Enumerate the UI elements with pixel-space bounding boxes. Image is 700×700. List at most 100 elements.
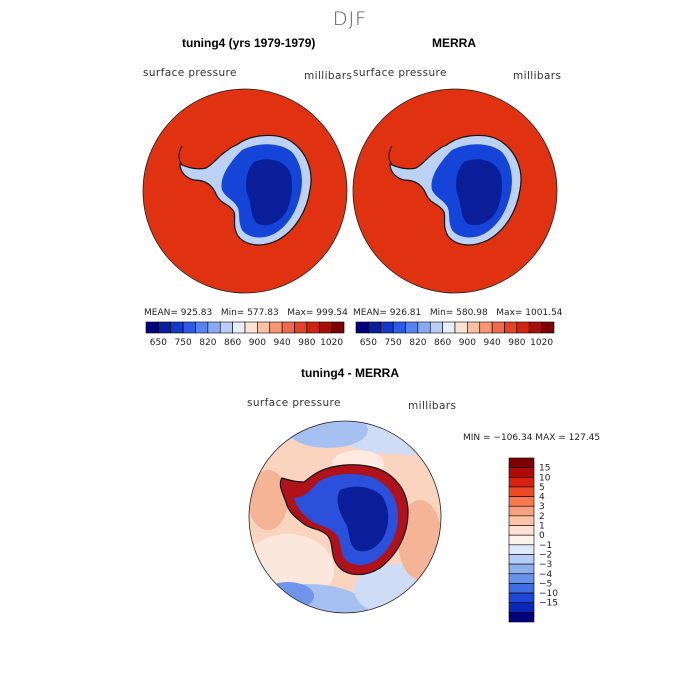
left-colorbar-swatch [306, 321, 320, 334]
left-colorbar-swatch [269, 321, 283, 334]
left-colorbar-tick-label: 820 [199, 338, 216, 348]
right-colorbar-tick-label: 860 [434, 338, 451, 348]
left-colorbar-swatch [158, 321, 172, 334]
left-panel-title: tuning4 (yrs 1979-1979) [182, 36, 316, 50]
diff-colorbar-swatch [508, 592, 535, 604]
right-colorbar-swatch [479, 321, 493, 334]
diff-panel-title: tuning4 - MERRA [301, 366, 399, 380]
diff-colorbar-tick-label: −1 [539, 541, 552, 551]
right-field-label: surface pressure [353, 67, 447, 79]
diff-colorbar-tick-label: −15 [539, 599, 558, 609]
left-colorbar-tick-label: 980 [298, 338, 315, 348]
diff-colorbar-swatch [508, 476, 535, 488]
right-colorbar-swatch [392, 321, 406, 334]
left-colorbar-tick-label: 1020 [320, 338, 343, 348]
diff-colorbar-swatch [508, 486, 535, 497]
diff-colorbar-tick-label: 1 [539, 522, 545, 532]
right-colorbar-swatch [442, 321, 456, 334]
left-stats: MEAN= 925.83 Min= 577.83 Max= 999.54 [144, 308, 348, 318]
right-stat-min: Min= 580.98 [429, 308, 488, 318]
left-colorbar-swatch [232, 321, 246, 334]
diff-colorbar-tick-label: 10 [539, 473, 551, 483]
right-colorbar-tick-label: 900 [459, 338, 476, 348]
diff-colorbar-swatch [508, 544, 535, 555]
diff-colorbar-tick-label: −5 [539, 579, 552, 589]
diff-polar-map [248, 420, 442, 614]
right-colorbar-swatch [504, 321, 518, 334]
diff-map-content [249, 421, 441, 613]
left-map-content [142, 88, 348, 294]
left-units-label: millibars [304, 70, 353, 82]
diff-colorbar-swatch [508, 563, 535, 575]
right-colorbar-tick-label: 650 [360, 338, 377, 348]
left-colorbar-swatch [331, 321, 345, 334]
diff-colorbar-tick-label: 3 [539, 502, 545, 512]
diff-colorbar-tick-label: 4 [539, 493, 545, 503]
right-colorbar-swatch [491, 321, 505, 334]
season-title: DJF [332, 8, 368, 30]
diff-colorbar-tick-label: 15 [539, 464, 550, 474]
right-continent-deep [456, 159, 503, 226]
diff-colorbar-swatch [508, 457, 535, 468]
right-colorbar-swatch [355, 321, 369, 334]
right-colorbar-swatch [467, 321, 481, 334]
right-peninsula-tip [388, 145, 393, 165]
right-colorbar-swatch [516, 321, 530, 334]
diff-colorbar-swatch [508, 467, 535, 478]
right-colorbar-swatch [454, 321, 468, 334]
left-polar-map [142, 88, 348, 294]
left-continent-deep [246, 159, 293, 226]
diff-colorbar-swatch [508, 515, 535, 526]
diff-colorbar-swatch [508, 525, 535, 536]
diff-minmax: MIN = −106.34 MAX = 127.45 [463, 433, 601, 443]
right-stats: MEAN= 926.81 Min= 580.98 Max= 1001.54 [353, 308, 563, 318]
left-colorbar-swatch [318, 321, 332, 334]
left-colorbar-tick-label: 750 [175, 338, 192, 348]
left-stat-min: Min= 577.83 [220, 308, 279, 318]
right-units-label: millibars [513, 70, 562, 82]
left-colorbar-swatch [219, 321, 233, 334]
diff-units-label: millibars [408, 400, 457, 412]
right-colorbar-tick-label: 1020 [530, 338, 553, 348]
diff-colorbar-swatch [508, 602, 535, 613]
right-colorbar-swatch [528, 321, 542, 334]
right-colorbar-tick-label: 940 [484, 338, 501, 348]
left-colorbar-swatch [244, 321, 258, 334]
diff-colorbar-tick-label: 0 [539, 531, 545, 541]
left-colorbar: 650 750 820 860 900 940 980 1020 [145, 321, 345, 348]
diff-colorbar-swatch [508, 505, 535, 517]
right-colorbar-tick-label: 820 [409, 338, 426, 348]
right-colorbar: 650 750 820 860 900 940 980 1020 [355, 321, 555, 348]
left-colorbar-swatch [195, 321, 209, 334]
left-colorbar-tick-label: 860 [224, 338, 241, 348]
diff-colorbar-tick-label: −3 [539, 560, 552, 570]
diff-colorbar-swatch [508, 496, 535, 507]
left-colorbar-swatch [170, 321, 184, 334]
left-colorbar-swatch [257, 321, 271, 334]
right-panel-title: MERRA [432, 36, 476, 50]
left-colorbar-swatch [207, 321, 221, 334]
diff-colorbar-swatch [508, 554, 535, 565]
left-colorbar-tick-label: 940 [274, 338, 291, 348]
right-colorbar-swatch [368, 321, 382, 334]
right-colorbar-swatch [429, 321, 443, 334]
right-colorbar-swatch [380, 321, 394, 334]
diff-colorbar-swatch [508, 573, 535, 584]
diff-colorbar-tick-label: −10 [539, 589, 558, 599]
left-stat-mean: MEAN= 925.83 [144, 308, 213, 318]
diff-colorbar-tick-label: 2 [539, 512, 545, 522]
left-stat-max: Max= 999.54 [287, 308, 348, 318]
left-field-label: surface pressure [143, 67, 237, 79]
right-stat-max: Max= 1001.54 [496, 308, 563, 318]
right-colorbar-tick-label: 980 [508, 338, 525, 348]
right-map-content [352, 88, 558, 294]
diff-colorbar-tick-label: 5 [539, 483, 545, 493]
left-colorbar-swatch [281, 321, 295, 334]
right-colorbar-swatch [405, 321, 419, 334]
left-colorbar-tick-label: 650 [150, 338, 167, 348]
diff-map-border [248, 420, 442, 614]
diff-colorbar-tick-label: −4 [539, 570, 553, 580]
diff-colorbar-swatch [508, 534, 535, 546]
left-colorbar-tick-label: 900 [249, 338, 266, 348]
